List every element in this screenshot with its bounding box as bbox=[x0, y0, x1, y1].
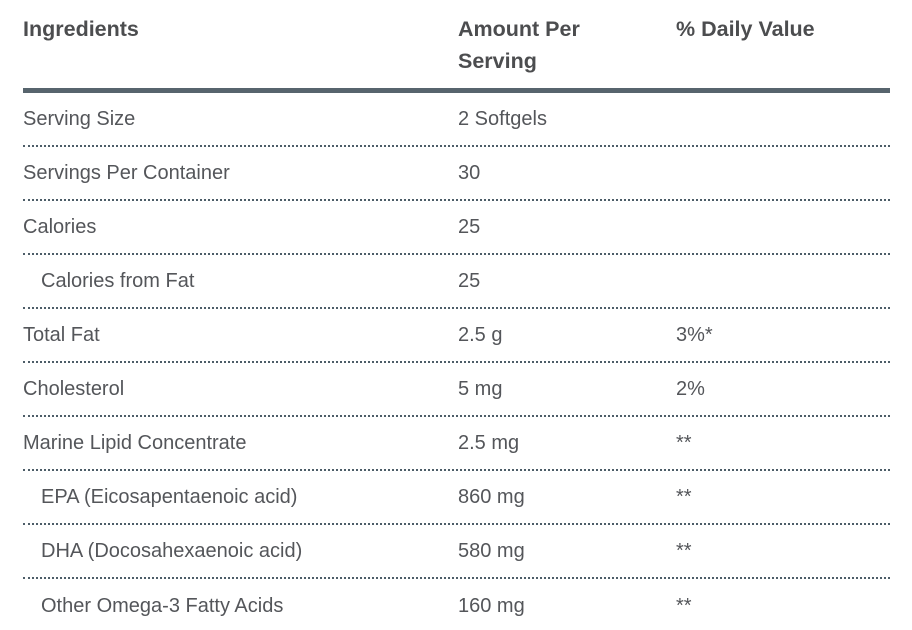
ingredient-cell: EPA (Eicosapentaenoic acid) bbox=[41, 486, 298, 508]
column-header-amount-per-serving: Amount Per Serving bbox=[458, 13, 676, 77]
table-row: Calories from Fat 25 bbox=[23, 255, 890, 309]
daily-value-cell: ** bbox=[676, 432, 692, 454]
ingredient-cell: Servings Per Container bbox=[23, 162, 230, 184]
column-header-amount-per-serving-label: Amount Per Serving bbox=[458, 17, 580, 73]
ingredient-cell: Calories bbox=[23, 216, 97, 238]
amount-cell: 2 Softgels bbox=[458, 108, 547, 130]
amount-cell: 580 mg bbox=[458, 540, 525, 562]
table-body: Serving Size 2 Softgels Servings Per Con… bbox=[23, 93, 890, 630]
amount-cell: 160 mg bbox=[458, 595, 525, 617]
amount-cell: 25 bbox=[458, 216, 481, 238]
table-row: Total Fat 2.5 g 3%* bbox=[23, 309, 890, 363]
daily-value-cell: ** bbox=[676, 540, 692, 562]
ingredient-cell: Other Omega-3 Fatty Acids bbox=[41, 595, 284, 617]
amount-cell: 2.5 mg bbox=[458, 432, 520, 454]
table-row: Serving Size 2 Softgels bbox=[23, 93, 890, 147]
ingredient-cell: Serving Size bbox=[23, 108, 136, 130]
amount-cell: 860 mg bbox=[458, 486, 525, 508]
table-row: Calories 25 bbox=[23, 201, 890, 255]
table-row: Other Omega-3 Fatty Acids 160 mg ** bbox=[23, 579, 890, 630]
column-header-daily-value: % Daily Value bbox=[676, 17, 815, 41]
ingredient-cell: Calories from Fat bbox=[41, 270, 195, 292]
ingredient-cell: Cholesterol bbox=[23, 378, 125, 400]
supplement-facts-table: Ingredients Amount Per Serving % Daily V… bbox=[23, 0, 890, 630]
column-header-ingredients: Ingredients bbox=[23, 17, 139, 41]
table-header-row: Ingredients Amount Per Serving % Daily V… bbox=[23, 0, 890, 93]
daily-value-cell: 2% bbox=[676, 378, 705, 400]
table-row: DHA (Docosahexaenoic acid) 580 mg ** bbox=[23, 525, 890, 579]
amount-cell: 5 mg bbox=[458, 378, 503, 400]
ingredient-cell: Marine Lipid Concentrate bbox=[23, 432, 247, 454]
daily-value-cell: ** bbox=[676, 486, 692, 508]
ingredient-cell: DHA (Docosahexaenoic acid) bbox=[41, 540, 303, 562]
amount-cell: 25 bbox=[458, 270, 481, 292]
table-row: EPA (Eicosapentaenoic acid) 860 mg ** bbox=[23, 471, 890, 525]
table-row: Servings Per Container 30 bbox=[23, 147, 890, 201]
amount-cell: 30 bbox=[458, 162, 481, 184]
ingredient-cell: Total Fat bbox=[23, 324, 100, 346]
daily-value-cell: 3%* bbox=[676, 324, 713, 346]
daily-value-cell: ** bbox=[676, 595, 692, 617]
table-row: Cholesterol 5 mg 2% bbox=[23, 363, 890, 417]
table-row: Marine Lipid Concentrate 2.5 mg ** bbox=[23, 417, 890, 471]
amount-cell: 2.5 g bbox=[458, 324, 503, 346]
